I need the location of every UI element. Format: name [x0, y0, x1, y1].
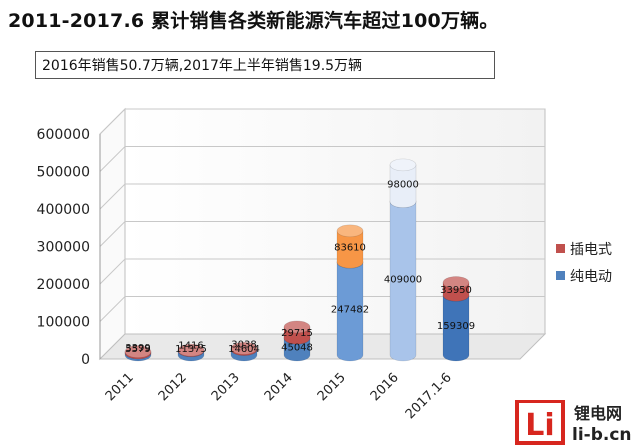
bar-top-5-body [389, 164, 417, 208]
legend-label: 纯电动 [570, 269, 612, 285]
bar-bottom-6-body [442, 294, 470, 362]
bar-top-1 [177, 343, 205, 358]
watermark-logo: Li 锂电网 li-b.cn [515, 400, 632, 445]
bar-top-0 [124, 345, 152, 360]
y-tick-label: 400000 [37, 202, 90, 218]
gridline [99, 108, 545, 135]
bar-top-3 [283, 320, 311, 345]
gridline [99, 146, 545, 172]
legend-swatch [556, 271, 565, 280]
x-tick-label: 2012 [156, 370, 190, 404]
bar-top-2 [230, 342, 258, 356]
bar-bottom-4-body [336, 261, 364, 362]
logo-brand: 锂电网 [574, 404, 622, 423]
x-tick-label: 2017.1-6 [403, 370, 455, 422]
data-label-bottom: 159309 [437, 321, 475, 332]
y-tick-label: 0 [81, 352, 90, 368]
data-label-bottom: 5579 [125, 344, 150, 355]
bar-top-6-cap [442, 276, 470, 289]
bar-top-2-cap [230, 342, 258, 355]
data-label-top: 3038 [231, 340, 256, 351]
y-tick-label: 100000 [37, 315, 90, 331]
data-label-top: 83610 [334, 243, 366, 254]
bar-top-5-cap [389, 158, 417, 172]
data-label-bottom: 247482 [331, 305, 369, 316]
logo-domain: li-b.cn [572, 425, 632, 445]
x-tick-label: 2016 [368, 370, 402, 404]
bar-top-5 [389, 158, 417, 208]
y-tick-label: 200000 [37, 277, 90, 293]
bar-bottom-5-body [389, 201, 417, 362]
x-tick-label: 2011 [103, 370, 137, 404]
x-tick-label: 2014 [262, 370, 296, 404]
data-label-bottom: 45048 [281, 343, 313, 354]
bar-top-0-cap [124, 345, 152, 358]
bar-top-1-cap [177, 343, 205, 357]
logo-frame-icon [515, 400, 565, 445]
page-title: 2011-2017.6 累计销售各类新能源汽车超过100万辆。 [8, 10, 499, 32]
data-label-top: 3399 [125, 343, 150, 354]
data-label-top: 98000 [387, 179, 419, 190]
data-label-top: 29715 [281, 328, 313, 339]
bar-top-4 [336, 224, 364, 269]
bar-top-4-cap [336, 224, 364, 238]
logo-mark: Li [525, 408, 554, 443]
y-tick-label: 600000 [37, 127, 90, 143]
data-label-top: 1416 [178, 341, 203, 352]
bar-top-3-cap [283, 320, 311, 334]
x-tick-label: 2015 [315, 370, 349, 404]
y-tick-label: 300000 [37, 240, 90, 256]
y-tick-label: 500000 [37, 165, 90, 181]
x-tick-label: 2013 [209, 370, 243, 404]
data-label-bottom: 409000 [384, 274, 422, 285]
data-label-top: 33950 [440, 285, 472, 296]
data-label-bottom: 11375 [175, 344, 207, 355]
data-label-bottom: 14604 [228, 344, 260, 355]
bar-bottom-3-body [283, 337, 311, 362]
legend-label: 插电式 [570, 242, 612, 258]
legend-swatch [556, 244, 565, 253]
bar-top-4-body [336, 230, 364, 269]
floor [98, 333, 547, 360]
bar-top-6 [442, 276, 470, 302]
subtitle-box: 2016年销售50.7万辆,2017年上半年销售19.5万辆 [35, 51, 495, 79]
